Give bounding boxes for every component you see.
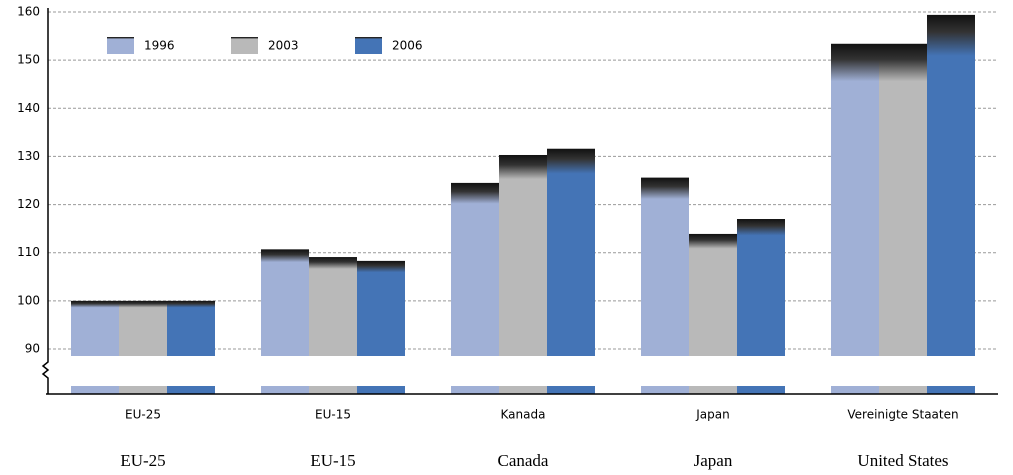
bar — [167, 300, 215, 356]
bar-stub — [261, 386, 309, 394]
y-tick-label: 120 — [17, 197, 40, 211]
bar-stub — [831, 386, 879, 394]
y-axis — [41, 8, 50, 394]
y-tick-label: 110 — [17, 245, 40, 259]
y-tick-label: 140 — [17, 101, 40, 115]
y-tick-label: 150 — [17, 53, 40, 67]
x-tick-label-translated: EU-15 — [310, 451, 355, 470]
x-tick-label: EU-25 — [125, 408, 161, 422]
legend-swatch — [107, 37, 134, 54]
bar — [357, 260, 405, 356]
bar-stub — [547, 386, 595, 394]
x-tick-label: Vereinigte Staaten — [847, 408, 958, 422]
x-tick-label-translated: United States — [857, 451, 948, 470]
bar-stub — [309, 386, 357, 394]
bar-stub — [499, 386, 547, 394]
bar-stub — [71, 386, 119, 394]
bar — [499, 154, 547, 356]
bar — [641, 177, 689, 356]
bar-stub — [167, 386, 215, 394]
bar-stub — [879, 386, 927, 394]
bar-stub — [119, 386, 167, 394]
bar — [831, 43, 879, 356]
x-tick-label: Kanada — [501, 408, 546, 422]
x-tick-label: Japan — [695, 408, 729, 422]
bar-stub — [689, 386, 737, 394]
bar — [309, 257, 357, 356]
bar — [71, 300, 119, 356]
legend-label: 2006 — [392, 39, 423, 53]
bar — [879, 43, 927, 356]
bar — [451, 182, 499, 356]
bar — [119, 300, 167, 356]
bar-stub — [737, 386, 785, 394]
x-tick-label-translated: Canada — [498, 451, 549, 470]
bar-stub — [641, 386, 689, 394]
y-tick-label: 90 — [25, 342, 40, 356]
bar-stub — [451, 386, 499, 394]
legend-swatch — [231, 37, 258, 54]
bar — [927, 14, 975, 356]
bar-stub — [927, 386, 975, 394]
y-tick-label: 100 — [17, 293, 40, 307]
bar — [689, 233, 737, 356]
legend-label: 1996 — [144, 39, 175, 53]
bar — [737, 219, 785, 356]
y-tick-label: 160 — [17, 5, 40, 19]
x-tick-label-translated: Japan — [694, 451, 733, 470]
legend-label: 2003 — [268, 39, 299, 53]
x-tick-label: EU-15 — [315, 408, 351, 422]
bar — [261, 249, 309, 356]
bar — [547, 148, 595, 356]
legend-swatch — [355, 37, 382, 54]
y-tick-label: 130 — [17, 149, 40, 163]
bar-stub — [357, 386, 405, 394]
x-tick-label-translated: EU-25 — [120, 451, 165, 470]
